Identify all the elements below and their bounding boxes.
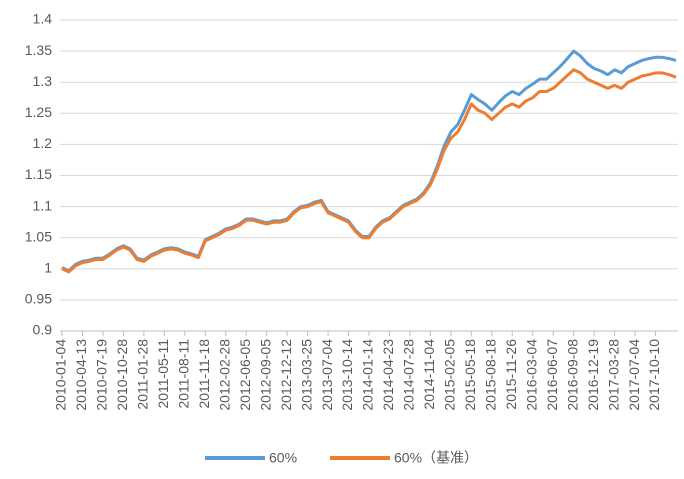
x-tick-label: 2016-03-04 bbox=[523, 339, 539, 411]
x-tick-label: 2012-06-05 bbox=[237, 339, 253, 411]
x-tick-label: 2015-05-18 bbox=[462, 339, 478, 411]
x-tick-label: 2014-01-14 bbox=[360, 339, 376, 411]
y-tick-label: 1.4 bbox=[33, 11, 53, 27]
x-tick-label: 2017-10-10 bbox=[646, 339, 662, 411]
y-tick-label: 1.35 bbox=[25, 42, 52, 58]
y-tick-label: 1.05 bbox=[25, 228, 52, 244]
y-tick-label: 1.1 bbox=[33, 197, 53, 213]
x-tick-label: 2015-02-05 bbox=[442, 339, 458, 411]
x-tick-label: 2010-01-04 bbox=[53, 339, 69, 411]
legend-label: 60% bbox=[269, 450, 297, 466]
x-tick-label: 2014-07-28 bbox=[401, 339, 417, 411]
x-tick-label: 2013-10-14 bbox=[339, 339, 355, 411]
x-tick-label: 2016-09-08 bbox=[564, 339, 580, 411]
x-tick-label: 2014-04-23 bbox=[380, 339, 396, 411]
y-tick-label: 1 bbox=[44, 260, 52, 276]
x-tick-label: 2014-11-04 bbox=[421, 339, 437, 410]
x-tick-label: 2011-08-11 bbox=[176, 339, 192, 409]
y-tick-label: 1.2 bbox=[33, 135, 53, 151]
x-tick-label: 2013-07-04 bbox=[319, 339, 335, 411]
y-tick-label: 1.25 bbox=[25, 104, 52, 120]
x-tick-label: 2010-07-19 bbox=[94, 339, 110, 411]
y-tick-label: 1.3 bbox=[33, 73, 53, 89]
legend-label: 60%（基准） bbox=[394, 450, 478, 466]
x-tick-label: 2016-06-07 bbox=[544, 339, 560, 411]
x-tick-label: 2015-11-26 bbox=[503, 339, 519, 410]
x-tick-label: 2012-12-12 bbox=[278, 339, 294, 411]
x-tick-label: 2012-02-28 bbox=[216, 339, 232, 411]
series-line bbox=[61, 68, 677, 274]
y-tick-label: 0.9 bbox=[33, 322, 53, 338]
y-tick-label: 1.15 bbox=[25, 166, 52, 182]
x-tick-label: 2012-09-05 bbox=[257, 339, 273, 411]
x-tick-label: 2011-01-28 bbox=[135, 339, 151, 410]
x-tick-label: 2017-03-28 bbox=[605, 339, 621, 411]
x-tick-label: 2011-11-18 bbox=[196, 339, 212, 409]
x-tick-label: 2015-08-18 bbox=[483, 339, 499, 411]
x-tick-label: 2016-12-19 bbox=[585, 339, 601, 411]
x-tick-label: 2010-04-13 bbox=[73, 339, 89, 411]
x-tick-label: 2013-03-25 bbox=[298, 339, 314, 411]
x-tick-label: 2011-05-11 bbox=[155, 339, 171, 409]
x-tick-label: 2010-10-28 bbox=[114, 339, 130, 411]
x-tick-label: 2017-07-04 bbox=[626, 339, 642, 411]
y-tick-label: 0.95 bbox=[25, 291, 52, 307]
